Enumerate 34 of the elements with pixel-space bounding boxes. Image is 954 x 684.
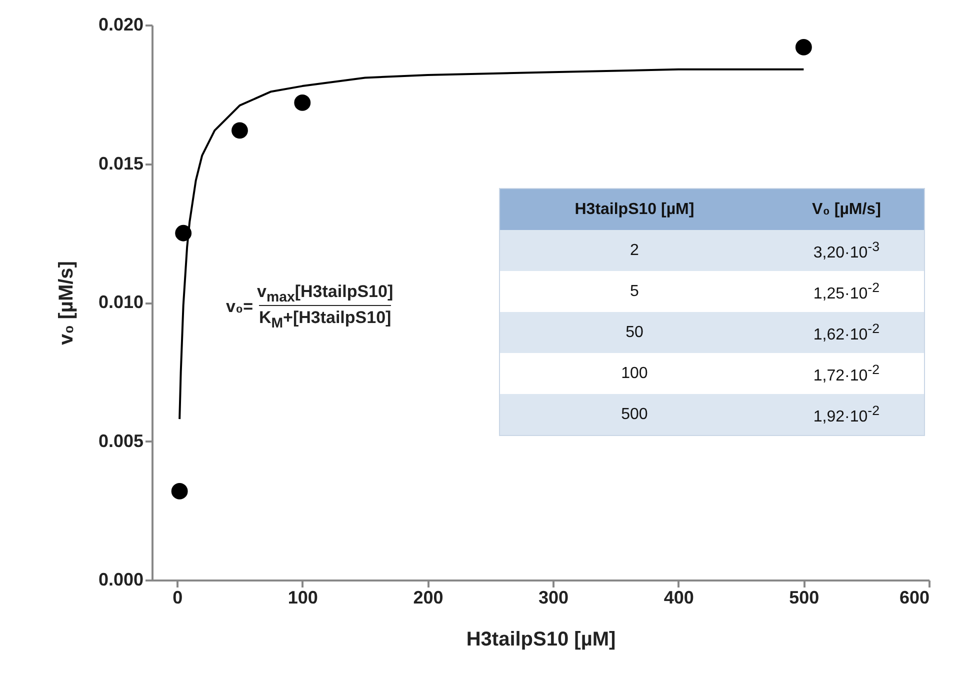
x-tick-label: 0 <box>172 588 183 608</box>
point <box>795 39 812 56</box>
x-axis-title: H3tailpS10 [µM] <box>466 628 616 650</box>
annotation: v₀= <box>226 296 254 317</box>
point <box>171 483 188 500</box>
y-tick-label: 0.020 <box>98 14 144 34</box>
x-tick-label: 600 <box>899 588 930 608</box>
annotation: 3,20·10$^{-3}$ <box>768 230 924 271</box>
line-series <box>178 68 805 420</box>
y-tick-label: 0.005 <box>98 430 144 451</box>
point <box>294 94 311 111</box>
annotation: 5 <box>500 271 769 312</box>
x-tick-label: 300 <box>538 588 569 608</box>
x-tick-label: 100 <box>288 588 318 608</box>
x-tick-label: 200 <box>413 588 444 608</box>
y-tick-label: 0.000 <box>98 570 144 590</box>
annotation: 1,25·10$^{-2}$ <box>768 271 924 312</box>
x-tick-label: 400 <box>664 588 694 608</box>
annotation: K$_{M}$+[H3tailpS10] <box>258 305 392 332</box>
y-tick-label: 0.015 <box>98 153 144 174</box>
y-tick-label: 0.010 <box>98 292 144 312</box>
x-tick-label: 500 <box>789 588 820 608</box>
annotation: 100 <box>500 353 769 394</box>
annotation: 50 <box>500 312 769 353</box>
annotation: V₀ [µM/s] <box>768 189 924 230</box>
annotation: 1,92·10$^{-2}$ <box>768 394 924 435</box>
annotation: 1,62·10$^{-2}$ <box>768 312 924 353</box>
annotation: 1,72·10$^{-2}$ <box>768 353 924 394</box>
y-axis-title: v₀ [µM/s] <box>55 261 78 345</box>
annotation: v$_{max}$[H3tailpS10] <box>257 282 394 306</box>
annotation: 2 <box>500 230 769 271</box>
annotation: 500 <box>500 394 769 435</box>
annotation: H3tailpS10 [µM] <box>500 189 769 230</box>
point <box>232 122 248 139</box>
